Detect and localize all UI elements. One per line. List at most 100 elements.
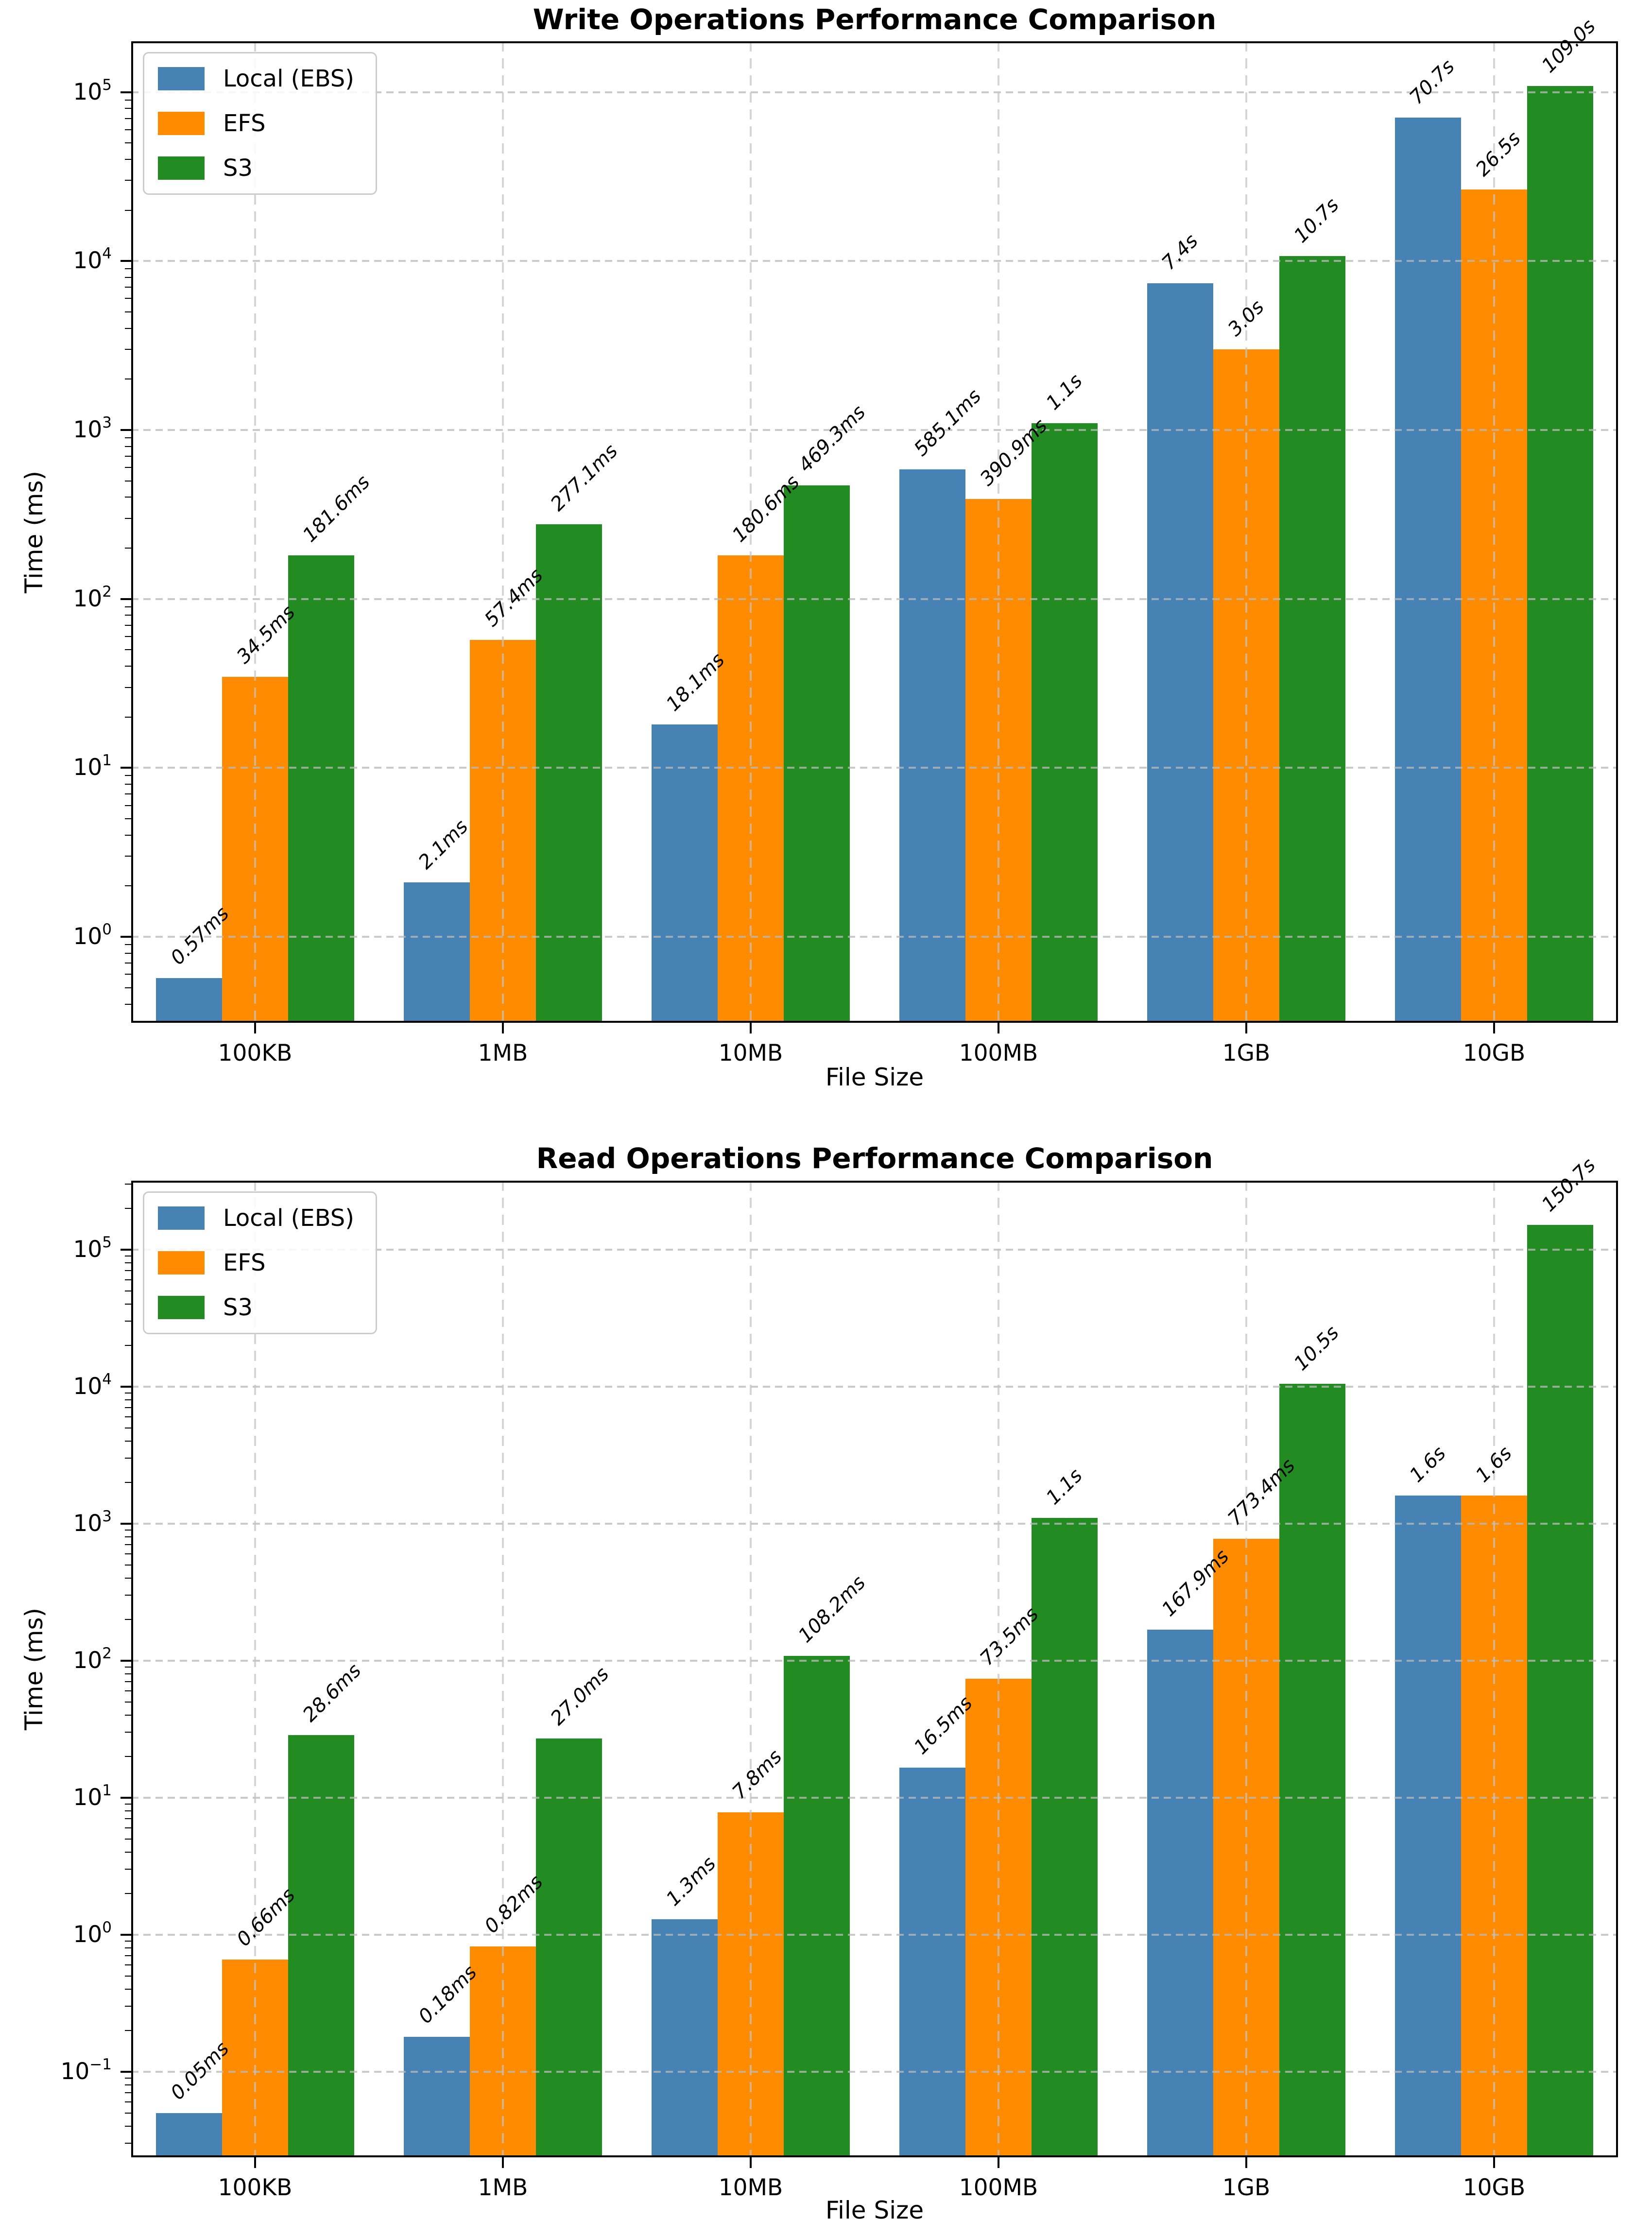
- bar-value-label: 10.5s: [1290, 1321, 1343, 1375]
- y-tick: [120, 1248, 131, 1251]
- bar-value-label: 2.1ms: [414, 815, 473, 874]
- bar-local-ebs-100kb: [156, 978, 222, 1023]
- y-minor-tick: [125, 1893, 131, 1894]
- y-minor-tick: [125, 1666, 131, 1668]
- y-minor-tick: [125, 1440, 131, 1442]
- legend-swatch-efs: [158, 1251, 205, 1274]
- x-tick: [998, 1023, 999, 1033]
- y-minor-tick: [125, 1458, 131, 1459]
- y-tick: [120, 429, 131, 431]
- x-tick-label-100mb: 100MB: [959, 2174, 1038, 2201]
- y-minor-tick: [125, 1732, 131, 1733]
- legend-swatch-local-ebs: [158, 1206, 205, 1230]
- legend-label-s3: S3: [223, 155, 253, 182]
- y-minor-tick: [125, 209, 131, 211]
- legend-item-local-ebs: Local (EBS): [158, 1205, 354, 1231]
- y-minor-tick: [125, 1714, 131, 1716]
- bar-value-label: 108.2ms: [794, 1571, 870, 1648]
- y-minor-tick: [125, 649, 131, 651]
- y-minor-tick: [125, 974, 131, 975]
- bar-local-ebs-10mb: [652, 724, 718, 1023]
- y-minor-tick: [125, 1270, 131, 1272]
- y-minor-tick: [125, 1869, 131, 1870]
- y-minor-tick: [125, 480, 131, 482]
- y-minor-tick: [125, 2143, 131, 2144]
- y-minor-tick: [125, 1673, 131, 1674]
- y-tick-label: 10−1: [60, 2055, 112, 2085]
- y-minor-tick: [125, 2125, 131, 2127]
- bar-s3-1mb: [536, 524, 602, 1023]
- bar-s3-100mb: [1032, 423, 1098, 1023]
- y-tick-label: 100: [73, 1918, 112, 1948]
- y-minor-tick: [125, 497, 131, 498]
- y-minor-tick: [125, 2030, 131, 2031]
- legend-item-efs: EFS: [158, 111, 354, 136]
- y-minor-tick: [125, 856, 131, 857]
- x-tick-label-10gb: 10GB: [1463, 1040, 1526, 1067]
- y-minor-tick: [125, 437, 131, 438]
- gridline-vertical: [750, 41, 752, 1023]
- legend: Local (EBS) EFS S3: [143, 1191, 377, 1334]
- y-minor-tick: [125, 687, 131, 688]
- y-minor-tick: [125, 1940, 131, 1942]
- gridline-horizontal: [131, 1659, 1618, 1662]
- x-tick-label-100mb: 100MB: [959, 1040, 1038, 1067]
- x-tick-label-10mb: 10MB: [718, 2174, 783, 2201]
- legend-label-efs: EFS: [223, 1249, 266, 1276]
- bar-value-label: 27.0ms: [546, 1663, 614, 1730]
- y-tick: [120, 1659, 131, 1662]
- y-minor-tick: [125, 287, 131, 288]
- y-tick-label: 101: [73, 1781, 112, 1811]
- y-minor-tick: [125, 1529, 131, 1531]
- y-minor-tick: [125, 805, 131, 806]
- y-minor-tick: [125, 1407, 131, 1409]
- bar-value-label: 3.0s: [1223, 295, 1269, 341]
- y-minor-tick: [125, 1955, 131, 1957]
- y-tick-label: 102: [73, 583, 112, 612]
- y-minor-tick: [125, 1851, 131, 1853]
- y-tick-label: 100: [73, 921, 112, 950]
- bar-s3-100kb: [288, 1735, 354, 2157]
- y-minor-tick: [125, 636, 131, 637]
- bar-local-ebs-1mb: [404, 2036, 470, 2157]
- bar-s3-1gb: [1279, 1383, 1345, 2157]
- y-minor-tick: [125, 455, 131, 457]
- y-minor-tick: [125, 2112, 131, 2114]
- y-minor-tick: [125, 349, 131, 350]
- y-minor-tick: [125, 818, 131, 820]
- bar-s3-100kb: [288, 555, 354, 1023]
- y-minor-tick: [125, 1975, 131, 1977]
- bar-value-label: 277.1ms: [546, 440, 622, 516]
- y-minor-tick: [125, 1595, 131, 1596]
- y-tick: [120, 936, 131, 938]
- read-x-axis-label: File Size: [825, 2196, 924, 2224]
- y-minor-tick: [125, 1321, 131, 1322]
- bar-s3-10mb: [784, 1656, 850, 2157]
- bar-value-label: 1.3ms: [662, 1852, 721, 1910]
- bar-value-label: 10.7s: [1290, 193, 1343, 248]
- bar-value-label: 7.4s: [1157, 229, 1203, 275]
- gridline-vertical: [502, 41, 504, 1023]
- y-minor-tick: [125, 987, 131, 988]
- gridline-horizontal: [131, 767, 1618, 769]
- bar-value-label: 28.6ms: [298, 1659, 366, 1726]
- x-tick: [254, 1023, 256, 1033]
- y-minor-tick: [125, 2101, 131, 2103]
- y-minor-tick: [125, 793, 131, 795]
- y-tick: [120, 767, 131, 769]
- y-minor-tick: [125, 834, 131, 836]
- y-minor-tick: [125, 615, 131, 616]
- gridline-horizontal: [131, 1522, 1618, 1525]
- read-chart-title: Read Operations Performance Comparison: [536, 1142, 1213, 1175]
- bar-local-ebs-1gb: [1147, 283, 1213, 1023]
- bar-s3-1mb: [536, 1738, 602, 2157]
- y-minor-tick: [125, 1564, 131, 1566]
- gridline-vertical: [750, 1181, 752, 2157]
- gridline-horizontal: [131, 1385, 1618, 1388]
- y-tick-label: 105: [73, 76, 112, 105]
- bar-value-label: 1.1s: [1042, 369, 1087, 414]
- y-minor-tick: [125, 1416, 131, 1418]
- bar-value-label: 469.3ms: [794, 401, 870, 477]
- gridline-horizontal: [131, 1796, 1618, 1799]
- y-minor-tick: [125, 1818, 131, 1820]
